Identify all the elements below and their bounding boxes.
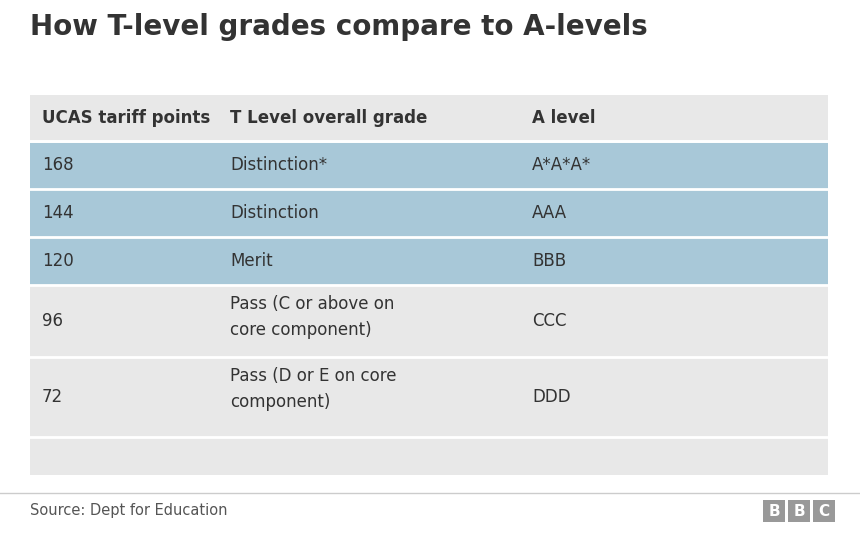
Bar: [30, 357, 828, 437]
Text: CCC: CCC: [532, 312, 567, 330]
Text: C: C: [819, 503, 830, 519]
Bar: [813, 500, 835, 522]
Bar: [30, 95, 828, 475]
Text: Distinction: Distinction: [230, 204, 319, 222]
Text: Pass (D or E on core
component): Pass (D or E on core component): [230, 367, 396, 411]
Text: UCAS tariff points: UCAS tariff points: [42, 109, 210, 127]
Bar: [30, 189, 828, 237]
Bar: [30, 237, 828, 285]
Text: 96: 96: [42, 312, 63, 330]
Text: B: B: [793, 503, 805, 519]
Bar: [30, 141, 828, 189]
Bar: [763, 500, 785, 522]
Text: B: B: [768, 503, 780, 519]
Text: Distinction*: Distinction*: [230, 156, 327, 174]
Bar: [30, 95, 828, 141]
Text: How T-level grades compare to A-levels: How T-level grades compare to A-levels: [30, 13, 648, 41]
Bar: [30, 285, 828, 357]
Text: Pass (C or above on
core component): Pass (C or above on core component): [230, 295, 395, 339]
Text: 144: 144: [42, 204, 74, 222]
Bar: [788, 500, 810, 522]
Text: 120: 120: [42, 252, 74, 270]
Text: DDD: DDD: [532, 388, 571, 406]
Text: 168: 168: [42, 156, 74, 174]
Text: T Level overall grade: T Level overall grade: [230, 109, 427, 127]
Text: AAA: AAA: [532, 204, 567, 222]
Text: Merit: Merit: [230, 252, 273, 270]
Text: BBB: BBB: [532, 252, 566, 270]
Text: 72: 72: [42, 388, 63, 406]
Text: Source: Dept for Education: Source: Dept for Education: [30, 503, 228, 519]
Text: A*A*A*: A*A*A*: [532, 156, 592, 174]
Text: A level: A level: [532, 109, 595, 127]
